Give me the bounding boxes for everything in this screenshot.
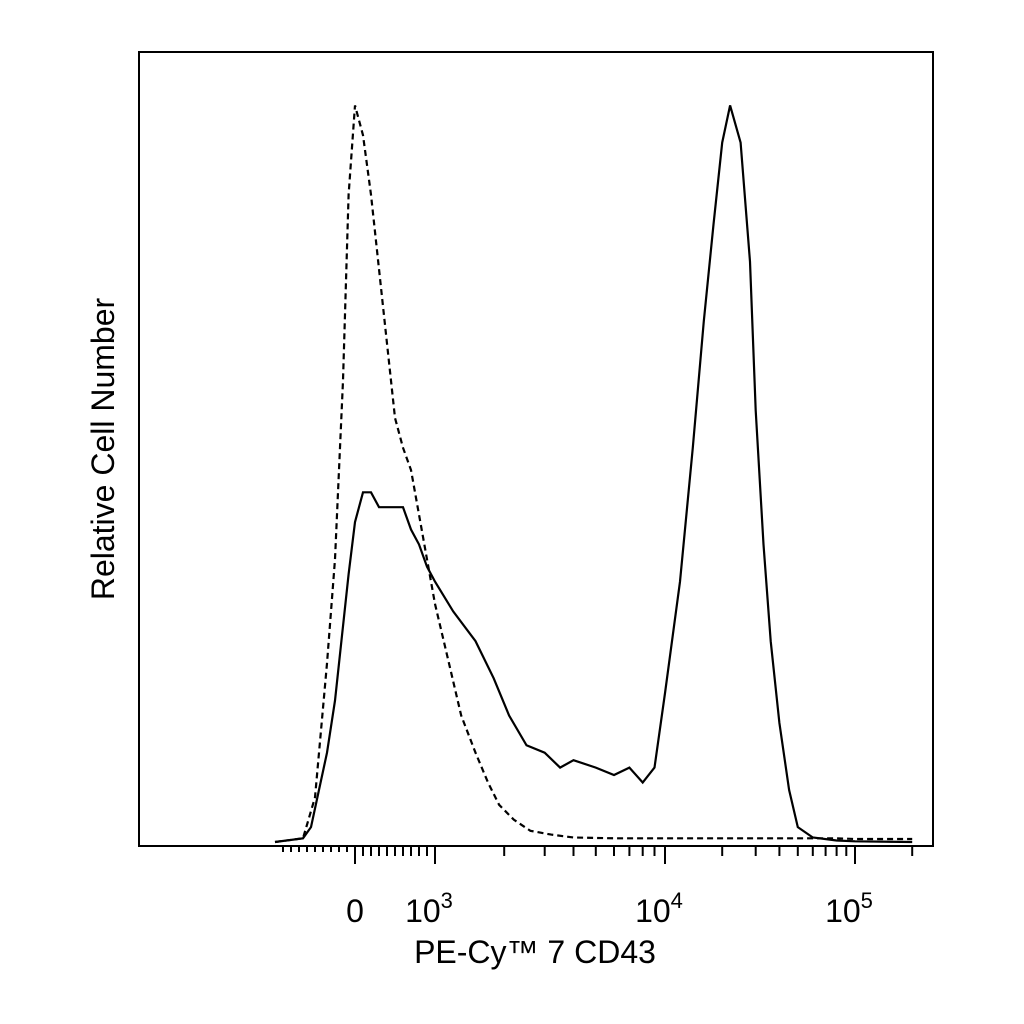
y-axis-title: Relative Cell Number bbox=[85, 297, 121, 600]
x-tick-label: 103 bbox=[405, 888, 453, 929]
plot-frame bbox=[138, 51, 934, 847]
x-tick-label: 104 bbox=[635, 888, 683, 929]
x-tick-label: 105 bbox=[825, 888, 873, 929]
series-line-solid bbox=[274, 105, 913, 844]
x-axis-title: PE-Cy™ 7 CD43 bbox=[414, 934, 656, 970]
x-axis: 0 103 104 105 bbox=[282, 846, 914, 929]
series-line-dashed bbox=[274, 105, 913, 844]
series-layer bbox=[274, 105, 913, 844]
x-tick-label: 0 bbox=[346, 893, 364, 929]
